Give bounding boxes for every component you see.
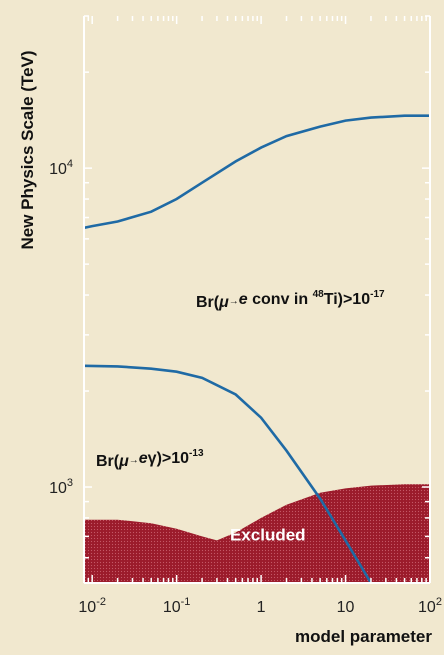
series-line-0 — [84, 114, 430, 230]
y-tick-label: 104 — [49, 158, 73, 178]
series-label-egamma: Br(μ→eγ)>10-13 — [96, 448, 204, 470]
y-tick-label: 103 — [49, 477, 73, 497]
series-label-conv: Br(μ→e conv in 48Ti)>10-17 — [196, 289, 385, 311]
excluded-layer: Excluded — [84, 484, 430, 583]
x-tick-label: 1 — [257, 599, 266, 616]
excluded-label: Excluded — [230, 525, 306, 544]
excluded-region — [84, 484, 430, 583]
series-layer — [84, 114, 430, 583]
labels-layer: 10-2 10-1 1 10 102 103 104 model parameter New P… — [18, 50, 442, 646]
x-tick-label: 102 — [418, 596, 442, 616]
ticks-layer — [83, 15, 431, 584]
x-tick-label: 10-2 — [78, 596, 106, 616]
series-line-1 — [84, 364, 373, 583]
x-axis-label: model parameter — [295, 627, 432, 646]
x-tick-label: 10-1 — [163, 596, 191, 616]
x-tick-label: 10 — [337, 599, 355, 616]
y-axis-label: New Physics Scale (TeV) — [18, 50, 37, 249]
